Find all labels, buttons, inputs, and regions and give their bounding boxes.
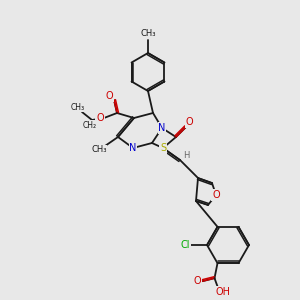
Text: O: O [96,113,104,123]
Text: CH₂: CH₂ [83,121,97,130]
Text: O: O [105,91,113,101]
Text: N: N [158,123,166,133]
Text: O: O [212,190,220,200]
Text: S: S [160,143,166,153]
Text: CH₃: CH₃ [140,29,156,38]
Text: O: O [194,276,201,286]
Text: CH₃: CH₃ [91,146,107,154]
Text: OH: OH [216,287,231,297]
Text: Cl: Cl [180,240,190,250]
Text: O: O [186,117,194,127]
Text: H: H [183,152,189,160]
Text: CH₃: CH₃ [71,103,85,112]
Text: N: N [129,143,137,153]
